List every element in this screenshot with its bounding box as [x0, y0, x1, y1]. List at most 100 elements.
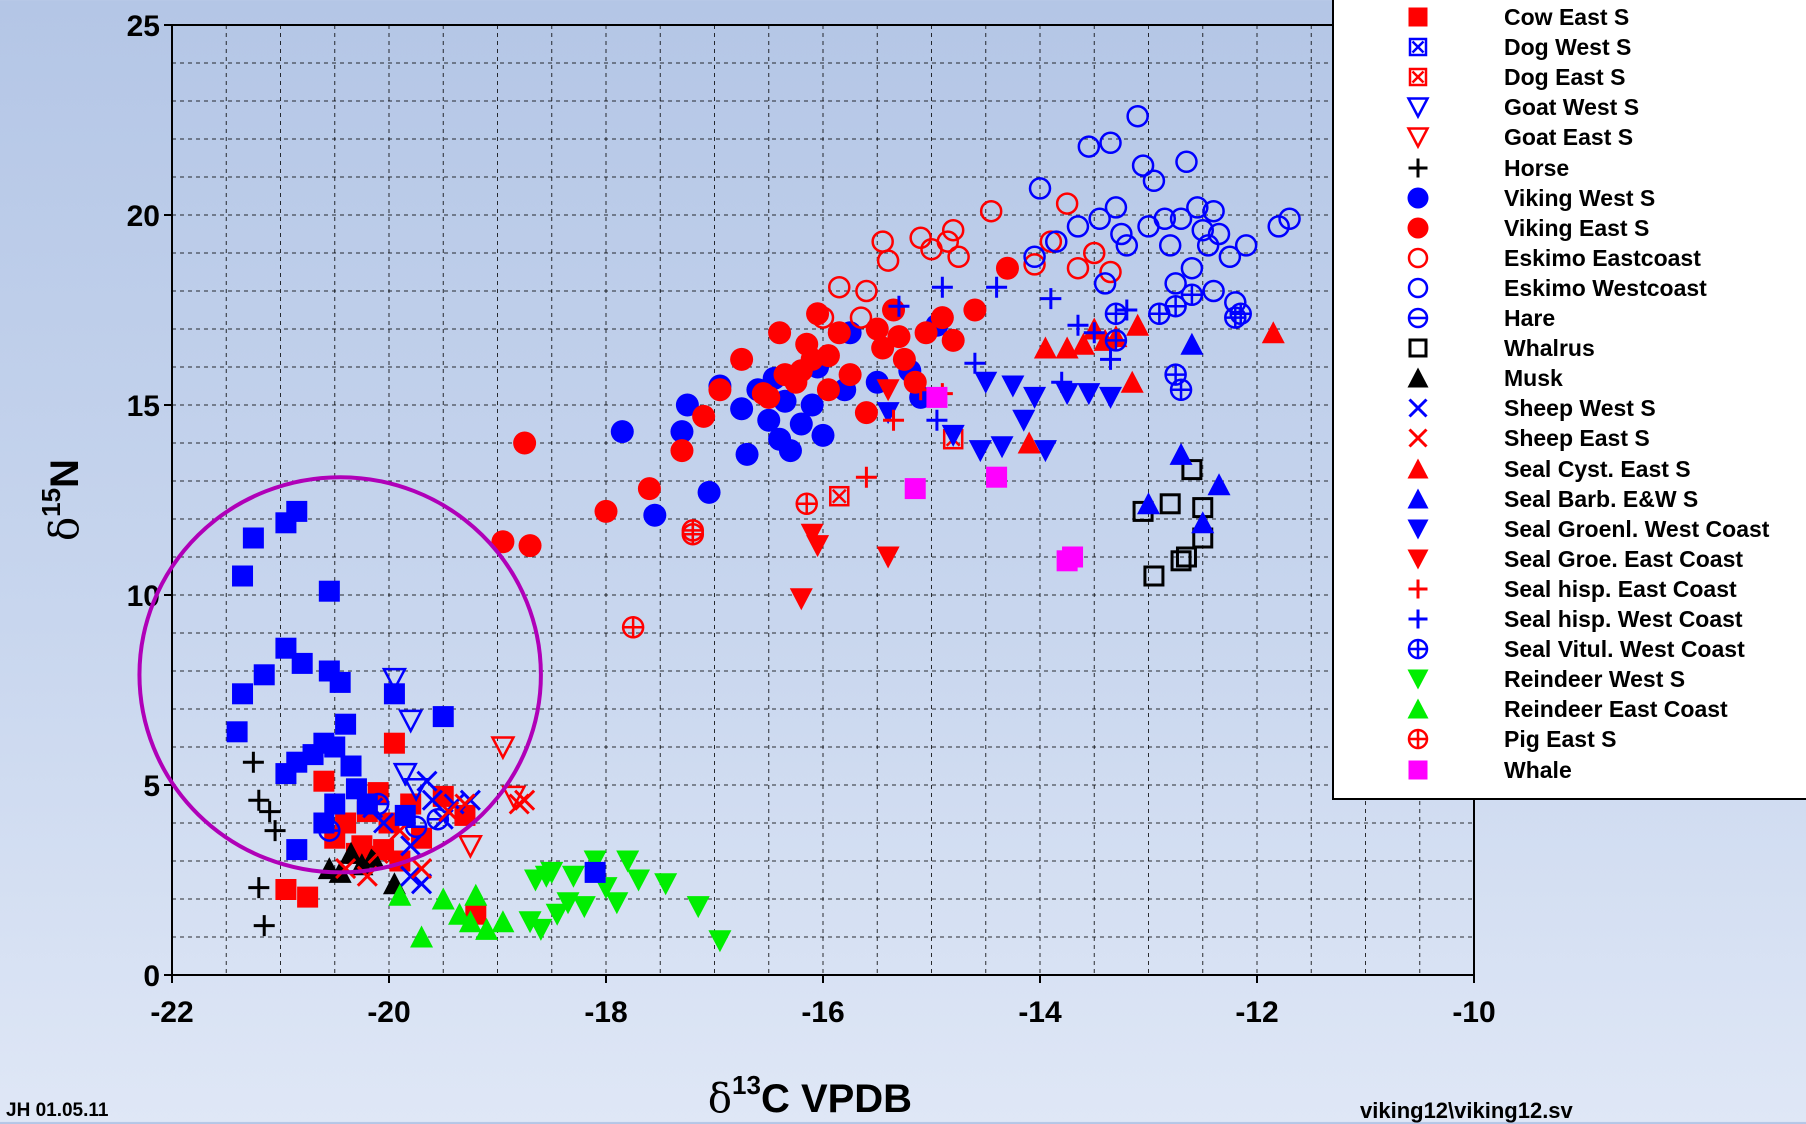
- x-tick-label: -22: [150, 996, 193, 1029]
- data-point: [605, 892, 629, 915]
- data-point: [986, 276, 1008, 298]
- data-point: [335, 812, 357, 834]
- data-point: [416, 770, 438, 792]
- legend-label: Seal hisp. East Coast: [1504, 575, 1737, 602]
- data-point: [1142, 169, 1166, 193]
- data-point: [697, 480, 721, 504]
- legend-symbol: [1407, 549, 1429, 570]
- data-point: [351, 835, 373, 857]
- data-point: [637, 477, 661, 501]
- legend-item: Seal Vitul. West Coast: [1334, 634, 1806, 664]
- legend-label: Whale: [1504, 756, 1572, 783]
- data-point: [730, 397, 754, 421]
- data-point: [324, 793, 346, 815]
- data-point: [226, 721, 248, 743]
- data-point: [876, 402, 900, 425]
- data-point: [1077, 383, 1101, 406]
- legend-symbol: [1407, 698, 1429, 719]
- data-point: [883, 409, 905, 431]
- data-point: [339, 841, 363, 864]
- annotations: [137, 475, 543, 875]
- data-point: [778, 439, 802, 463]
- data-point: [930, 306, 954, 330]
- legend-item: Dog East S: [1334, 62, 1806, 92]
- legend-symbol: [1407, 187, 1429, 209]
- legend-label: Eskimo Eastcoast: [1504, 244, 1701, 271]
- legend-symbol: [1408, 609, 1428, 629]
- data-point: [356, 793, 378, 815]
- legend-marker: [1408, 338, 1428, 358]
- data-point: [806, 535, 830, 558]
- legend-symbol: [1408, 7, 1428, 27]
- data-point: [1055, 383, 1079, 406]
- data-point: [340, 755, 362, 777]
- data-point: [829, 485, 850, 507]
- data-point: [1099, 131, 1122, 155]
- data-point: [291, 652, 313, 674]
- data-point: [931, 276, 953, 298]
- data-point: [1186, 196, 1209, 219]
- legend-symbol: [1407, 669, 1429, 690]
- data-point: [800, 523, 824, 546]
- data-point: [995, 256, 1019, 280]
- data-point: [432, 706, 454, 728]
- data-point: [1115, 234, 1139, 257]
- data-point: [616, 850, 640, 873]
- legend-item: Hare: [1334, 303, 1806, 333]
- legend-marker: [1407, 217, 1429, 239]
- data-point: [1001, 375, 1025, 398]
- y-tick-label: 25: [127, 10, 160, 43]
- data-point: [518, 534, 542, 558]
- data-point: [876, 379, 900, 402]
- legend-marker: [1407, 519, 1429, 540]
- data-point: [1175, 150, 1198, 174]
- data-point: [572, 896, 596, 919]
- data-point: [882, 298, 906, 322]
- data-point: [1066, 215, 1090, 238]
- data-point: [986, 466, 1008, 488]
- legend-item: Sheep West S: [1334, 393, 1806, 423]
- legend-label: Cow East S: [1504, 4, 1630, 30]
- data-point: [654, 873, 678, 896]
- data-point: [1180, 332, 1204, 355]
- legend-marker: [1407, 458, 1429, 478]
- data-point: [286, 500, 308, 522]
- data-point: [827, 321, 851, 345]
- legend-marker: [1408, 67, 1428, 87]
- legend-symbol: [1407, 367, 1429, 388]
- data-point: [421, 789, 443, 811]
- legend-item: Seal Groe. East Coast: [1334, 544, 1806, 574]
- data-point: [518, 911, 542, 934]
- legend-item: Whalrus: [1334, 333, 1806, 363]
- legend-marker: [1407, 488, 1429, 509]
- data-point: [670, 439, 694, 463]
- data-point: [335, 858, 357, 880]
- data-point: [1164, 272, 1187, 295]
- data-point: [1191, 218, 1214, 242]
- data-point: [1224, 306, 1247, 329]
- data-point: [491, 910, 515, 933]
- legend-label: Seal Groenl. West Coast: [1504, 515, 1770, 542]
- data-point: [871, 336, 895, 360]
- legend-label: Seal hisp. West Coast: [1504, 606, 1743, 632]
- legend-label: Seal Vitul. West Coast: [1504, 636, 1745, 663]
- x-tick-label: -12: [1235, 996, 1278, 1029]
- data-point: [259, 801, 281, 823]
- legend-label: Viking West S: [1504, 184, 1656, 211]
- legend-item: Whale: [1334, 755, 1806, 785]
- data-point: [1143, 565, 1165, 587]
- data-point: [1077, 135, 1101, 158]
- legend-symbol: [1408, 579, 1428, 599]
- data-point: [887, 325, 911, 349]
- legend-item: Seal Cyst. East S: [1334, 454, 1806, 484]
- data-point: [1067, 314, 1089, 336]
- data-point: [383, 732, 405, 754]
- data-point: [404, 815, 428, 839]
- legend-symbol: [1407, 458, 1429, 478]
- y-tick-label: 20: [127, 200, 160, 233]
- legend-item: Seal hisp. East Coast: [1334, 574, 1806, 604]
- legend-marker: [1406, 97, 1430, 120]
- legend-symbol: [1407, 519, 1429, 540]
- data-point: [947, 245, 970, 269]
- data-point: [264, 820, 286, 842]
